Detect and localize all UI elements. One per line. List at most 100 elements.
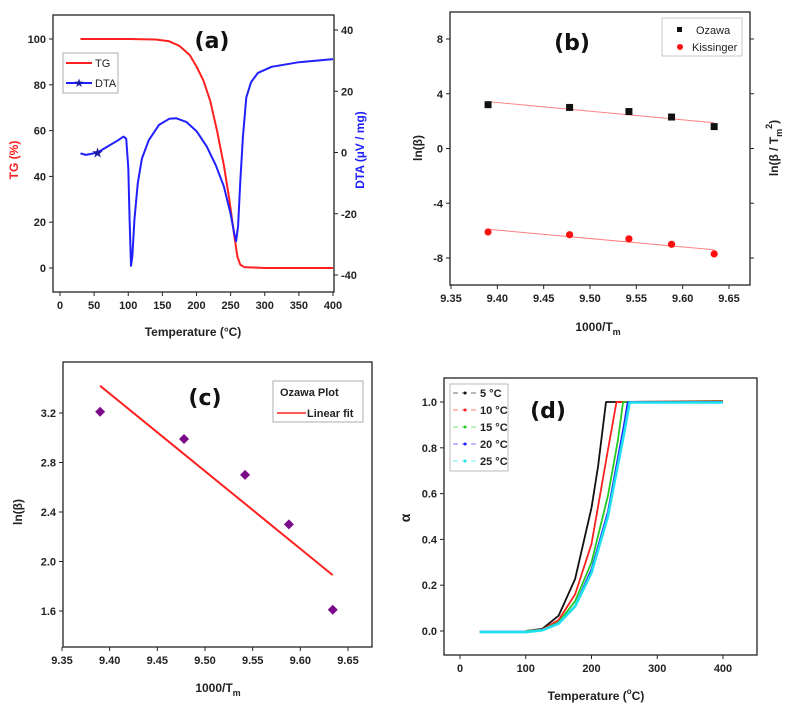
legend-label-4: 25 °C: [480, 456, 508, 468]
panel-title-d: (d): [530, 399, 566, 424]
legend-box-c: [272, 380, 364, 423]
x-tick-label: 9.40: [99, 655, 120, 667]
panel-title-b: (b): [554, 31, 590, 56]
x-tick-label: 9.55: [626, 293, 647, 305]
x-tick-label: 150: [153, 300, 171, 312]
data-point-kissinger: [566, 231, 574, 239]
legend-star-icon: ★: [74, 76, 85, 90]
x-title-sub-c: m: [233, 688, 241, 698]
x-title-main-b: 1000/T: [575, 320, 613, 334]
data-point-kissinger: [667, 240, 676, 248]
data-point-ozawa-plot: [283, 519, 294, 530]
x-tick-label: 200: [187, 300, 205, 312]
y-tick-label: 20: [34, 217, 46, 229]
y-tick-label: 40: [34, 171, 46, 183]
y-right-tick-label: 0: [341, 148, 347, 160]
y-tick-label: 0.4: [422, 534, 438, 546]
x-axis-title-d: Temperature (oC): [548, 687, 645, 703]
fit-line-kissinger: [488, 228, 715, 251]
legend-box-a: [62, 52, 119, 94]
legend-marker-kissinger: [677, 44, 683, 50]
y-tick-label: 60: [34, 126, 46, 138]
x-title-sup-d: o: [627, 687, 632, 696]
legend-label-ozawa-plot: Ozawa Plot: [280, 387, 339, 399]
x-tick-label: 9.40: [487, 293, 508, 305]
legend-label-kissinger: Kissinger: [692, 42, 738, 54]
panel-title-a: (a): [195, 29, 230, 54]
x-tick-label: 9.35: [51, 655, 72, 667]
y-tick-label: 4: [437, 89, 444, 101]
data-point-kissinger: [710, 250, 718, 258]
data-point-ozawa: [625, 108, 633, 116]
data-point-ozawa: [668, 113, 676, 121]
x-tick-label: 350: [290, 300, 308, 312]
legend-label-tg: TG: [95, 58, 110, 70]
y-title-right-end: ): [767, 120, 781, 124]
legend-label-0: 5 °C: [480, 388, 502, 400]
y-title-right-sub: m: [774, 129, 784, 137]
x-tick-label: 9.60: [290, 655, 311, 667]
legend-box-d: [449, 383, 509, 472]
y-tick-label: 3.2: [41, 408, 56, 420]
data-point-kissinger: [484, 228, 492, 236]
marks-b: 9.35 9.40 9.45 9.50 9.55 9.60 9.65 -8 -4 0 4 8: [433, 34, 754, 305]
x-title-sub-b: m: [613, 327, 621, 337]
y-tick-label: 2.8: [41, 458, 56, 470]
x-tick-label: 9.65: [337, 655, 358, 667]
x-tick-label: 300: [256, 300, 274, 312]
y-title-right-main: ln(β / T: [767, 136, 781, 176]
y-tick-label: 2.4: [41, 507, 57, 519]
y-tick-label: 0.0: [422, 626, 437, 638]
legend-marker-1: [463, 408, 467, 412]
legend-label-linear-fit: Linear fit: [307, 408, 354, 420]
y-tick-label: 1.0: [422, 397, 437, 409]
x-tick-label: 50: [88, 300, 100, 312]
x-tick-label: 9.60: [672, 293, 693, 305]
series-line-dta: [80, 58, 334, 267]
y-right-tick-label: 20: [341, 86, 353, 98]
data-point-ozawa: [566, 103, 574, 111]
x-tick-label: 200: [582, 663, 600, 675]
data-point-ozawa-plot: [179, 433, 190, 444]
x-title-main-d: Temperature (: [548, 689, 627, 703]
plot-frame-d: [443, 377, 758, 656]
legend-a: TG ★ DTA: [62, 52, 119, 94]
x-tick-label: 9.55: [242, 655, 263, 667]
legend-label-dta: DTA: [95, 78, 117, 90]
x-tick-label: 9.50: [194, 655, 215, 667]
x-tick-label: 100: [517, 663, 535, 675]
panel-a: 0 50 100 150 200 250 300 350 400020406080100-40-…: [7, 14, 367, 339]
y-tick-label: 0.2: [422, 580, 437, 592]
series-line-linear-fit: [99, 385, 334, 576]
marks-d: 0 100 200 300 400 0.0 0.2 0.4 0.6 0.8 1.0: [422, 397, 732, 675]
y-axis-title-a: TG (%): [7, 141, 21, 180]
x-tick-label: 9.45: [533, 293, 554, 305]
x-axis-title-b: 1000/Tm: [575, 320, 620, 337]
y-tick-label: 2.0: [41, 557, 56, 569]
y-tick-label: 80: [34, 80, 46, 92]
y-right-tick-label: -20: [341, 209, 357, 221]
data-point-ozawa: [484, 101, 492, 109]
series-line-tg: [80, 38, 333, 269]
series-line-25-c: [479, 401, 723, 634]
data-point-ozawa: [710, 123, 718, 131]
x-axis-title-c: 1000/Tm: [195, 681, 240, 698]
x-tick-label: 0: [57, 300, 63, 312]
panel-c: 9.35 9.40 9.45 9.50 9.55 9.60 9.65 1.6 2.0 2.4 2.8…: [11, 361, 373, 698]
fit-line-ozawa: [488, 101, 715, 124]
y-tick-label: -4: [433, 198, 444, 210]
x-tick-label: 9.35: [440, 293, 461, 305]
x-title-end-d: C): [632, 689, 645, 703]
y-tick-label: -8: [433, 253, 443, 265]
legend-d: 5 °C 10 °C 15 °C 20 °C 25 °C: [449, 383, 509, 472]
x-tick-label: 300: [648, 663, 666, 675]
legend-label-1: 10 °C: [480, 405, 508, 417]
x-tick-label: 400: [714, 663, 732, 675]
y-axis-title-d: α: [397, 513, 413, 522]
y-tick-label: 0.6: [422, 489, 437, 501]
x-title-main-c: 1000/T: [195, 681, 233, 695]
legend-marker-ozawa: [677, 27, 682, 32]
y-tick-label: 0.8: [422, 443, 437, 455]
x-tick-label: 100: [119, 300, 137, 312]
